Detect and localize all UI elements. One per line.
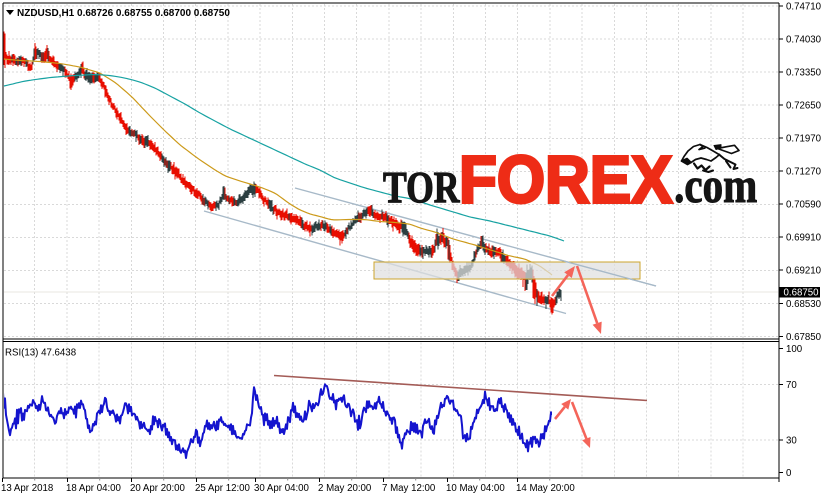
svg-text:.com: .com xyxy=(674,157,757,213)
svg-text:30: 30 xyxy=(786,436,797,447)
svg-text:0.69910: 0.69910 xyxy=(786,233,822,244)
svg-text:7 May 12:00: 7 May 12:00 xyxy=(382,483,436,494)
svg-text:13 Apr 2018: 13 Apr 2018 xyxy=(1,483,53,494)
svg-text:14 May 20:00: 14 May 20:00 xyxy=(516,483,575,494)
svg-text:0.70590: 0.70590 xyxy=(786,200,822,211)
svg-text:0.68530: 0.68530 xyxy=(786,299,822,310)
svg-text:100: 100 xyxy=(786,344,803,355)
svg-text:70: 70 xyxy=(786,380,797,391)
svg-text:0.68750: 0.68750 xyxy=(784,287,820,298)
svg-text:2 May 20:00: 2 May 20:00 xyxy=(318,483,372,494)
svg-text:RSI(13) 47.6438: RSI(13) 47.6438 xyxy=(5,348,76,359)
svg-text:25 Apr 12:00: 25 Apr 12:00 xyxy=(195,483,251,494)
svg-text:18 Apr 04:00: 18 Apr 04:00 xyxy=(66,483,122,494)
svg-text:0.73350: 0.73350 xyxy=(786,68,822,79)
svg-text:0.74710: 0.74710 xyxy=(786,2,822,13)
svg-text:0: 0 xyxy=(786,468,792,479)
svg-text:10 May 04:00: 10 May 04:00 xyxy=(446,483,505,494)
svg-text:FOREX: FOREX xyxy=(459,142,672,217)
svg-text:0.67850: 0.67850 xyxy=(786,332,822,343)
svg-text:0.71970: 0.71970 xyxy=(786,134,822,145)
svg-text:0.71270: 0.71270 xyxy=(786,167,822,178)
svg-text:0.74030: 0.74030 xyxy=(786,35,822,46)
svg-text:NZDUSD,H1 0.68726 0.68755 0.6: NZDUSD,H1 0.68726 0.68755 0.68700 0.6875… xyxy=(17,8,230,19)
svg-text:0.69210: 0.69210 xyxy=(786,266,822,277)
svg-text:20 Apr 20:00: 20 Apr 20:00 xyxy=(130,483,186,494)
svg-text:30 Apr 04:00: 30 Apr 04:00 xyxy=(254,483,310,494)
svg-text:TOR: TOR xyxy=(383,162,460,212)
svg-text:0.72650: 0.72650 xyxy=(786,101,822,112)
